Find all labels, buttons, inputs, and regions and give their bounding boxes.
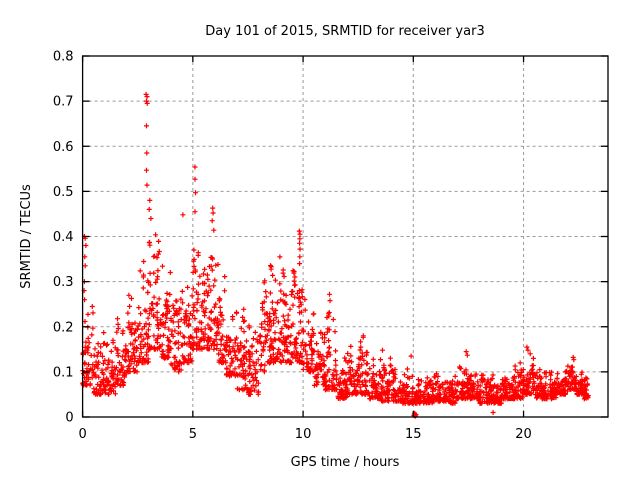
- chart-title: Day 101 of 2015, SRMTID for receiver yar…: [205, 24, 484, 39]
- y-tick-label: 0.5: [53, 185, 74, 200]
- x-tick-label: 5: [189, 427, 197, 442]
- y-tick-label: 0.2: [53, 320, 74, 335]
- data-points: [80, 91, 591, 419]
- y-tick-label: 0.6: [53, 140, 74, 155]
- y-tick-label: 0.1: [53, 365, 74, 380]
- y-tick-label: 0.4: [53, 230, 74, 245]
- y-tick-label: 0.7: [53, 95, 74, 110]
- x-tick-label: 0: [78, 427, 86, 442]
- x-tick-label: 10: [295, 427, 312, 442]
- x-axis-label: GPS time / hours: [291, 455, 400, 470]
- y-tick-label: 0: [65, 411, 73, 426]
- axes: [81, 55, 609, 418]
- y-axis-label: SRMTID / TECUs: [19, 184, 34, 289]
- y-tick-label: 0.3: [53, 275, 74, 290]
- tick-labels: 0 5 10 15 20 0 0.1 0.2 0.3 0.4 0.5 0.6 0.7 0.8: [53, 50, 532, 443]
- scatter-points-path: [80, 91, 591, 419]
- x-tick-label: 20: [515, 427, 532, 442]
- y-tick-label: 0.8: [53, 50, 74, 65]
- x-tick-label: 15: [405, 427, 422, 442]
